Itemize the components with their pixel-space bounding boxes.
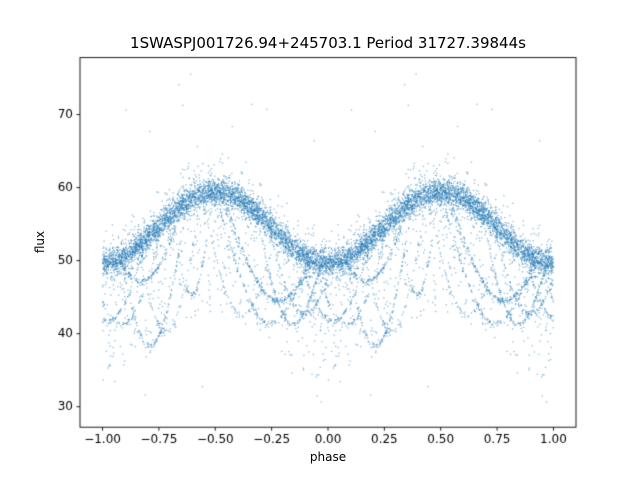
x-axis-label: phase (309, 450, 347, 464)
chart-title: 1SWASPJ001726.94+245703.1 Period 31727.3… (130, 34, 526, 52)
y-axis-label: flux (33, 230, 47, 254)
